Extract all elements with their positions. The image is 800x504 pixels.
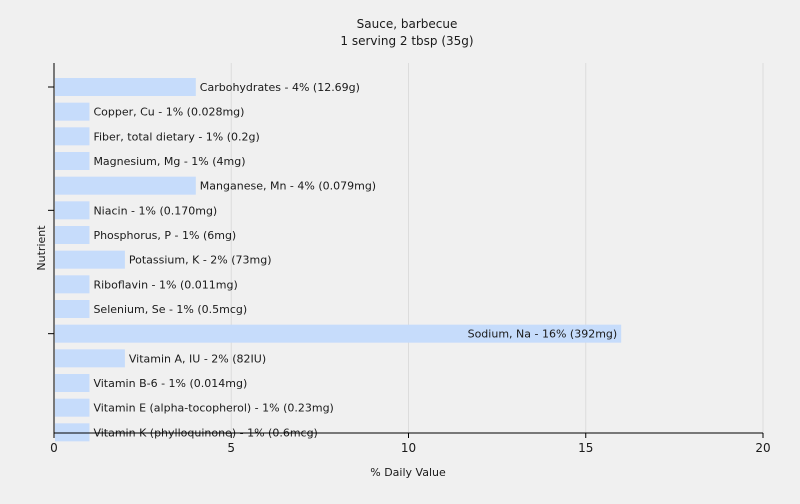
axes: 0 5 10 15 20 <box>48 63 771 455</box>
bar-4 <box>55 176 196 195</box>
bar-label-0: Carbohydrates - 4% (12.69g) <box>200 81 360 94</box>
bar-12 <box>55 374 90 392</box>
bar-9 <box>55 300 90 318</box>
bar-5 <box>55 201 90 220</box>
bar-label-9: Selenium, Se - 1% (0.5mcg) <box>93 303 247 316</box>
x-tick-label-20: 20 <box>755 441 770 455</box>
bar-label-1: Copper, Cu - 1% (0.028mg) <box>93 106 244 119</box>
x-tick-label-0: 0 <box>50 441 58 455</box>
bar-label-5: Niacin - 1% (0.170mg) <box>93 204 217 217</box>
bar-0 <box>55 78 196 96</box>
bar-11 <box>55 349 125 368</box>
bar-label-13: Vitamin E (alpha-tocopherol) - 1% (0.23m… <box>93 402 333 415</box>
bar-label-2: Fiber, total dietary - 1% (0.2g) <box>93 130 259 143</box>
bar-label-8: Riboflavin - 1% (0.011mg) <box>93 278 237 291</box>
bar-7 <box>55 250 125 269</box>
chart-title: Sauce, barbecue <box>357 17 458 31</box>
grid-lines <box>230 63 764 433</box>
bar-8 <box>55 275 90 294</box>
bar-10 <box>55 324 622 343</box>
bar-1 <box>55 102 90 121</box>
bar-2 <box>55 127 90 146</box>
bar-13 <box>55 398 90 417</box>
bar-labels: Carbohydrates - 4% (12.69g) Copper, Cu - … <box>93 81 617 439</box>
bar-3 <box>55 152 90 170</box>
bar-6 <box>55 226 90 244</box>
bar-label-3: Magnesium, Mg - 1% (4mg) <box>93 155 245 168</box>
bar-14 <box>55 423 90 442</box>
x-axis-label: % Daily Value <box>370 466 446 479</box>
bar-label-11: Vitamin A, IU - 2% (82IU) <box>129 352 266 365</box>
x-tick-label-10: 10 <box>401 441 416 455</box>
x-tick-label-15: 15 <box>578 441 593 455</box>
bar-label-12: Vitamin B-6 - 1% (0.014mg) <box>93 377 247 390</box>
bars <box>55 78 622 442</box>
bar-label-6: Phosphorus, P - 1% (6mg) <box>93 229 236 242</box>
y-axis-label: Nutrient <box>35 225 48 271</box>
chart-subtitle: 1 serving 2 tbsp (35g) <box>340 34 473 48</box>
bar-label-10: Sodium, Na - 16% (392mg) <box>468 328 618 341</box>
x-tick-label-5: 5 <box>227 441 235 455</box>
bar-label-4: Manganese, Mn - 4% (0.079mg) <box>200 180 376 193</box>
bar-label-7: Potassium, K - 2% (73mg) <box>129 254 272 267</box>
